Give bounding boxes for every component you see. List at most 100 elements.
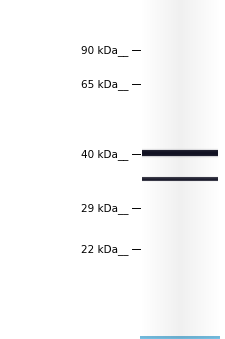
- Bar: [140, 337, 220, 338]
- Bar: [140, 337, 220, 339]
- Bar: [140, 336, 220, 338]
- Bar: [140, 337, 220, 339]
- Bar: [140, 337, 220, 338]
- Bar: [140, 337, 220, 338]
- Bar: [142, 179, 218, 180]
- Bar: [140, 337, 220, 339]
- Bar: [140, 337, 220, 339]
- Bar: [140, 337, 220, 339]
- Bar: [140, 337, 220, 338]
- Bar: [140, 337, 220, 339]
- Bar: [148, 0, 149, 339]
- Bar: [140, 337, 220, 338]
- Bar: [140, 337, 220, 338]
- Bar: [140, 337, 220, 339]
- Bar: [140, 337, 220, 338]
- Bar: [140, 338, 220, 339]
- Bar: [140, 337, 220, 338]
- Bar: [140, 337, 220, 338]
- Bar: [140, 337, 220, 338]
- Bar: [212, 0, 213, 339]
- Bar: [142, 157, 218, 158]
- Bar: [140, 337, 220, 338]
- Bar: [140, 337, 220, 339]
- Bar: [140, 337, 220, 338]
- Bar: [140, 338, 220, 339]
- Bar: [140, 337, 220, 339]
- Bar: [140, 337, 220, 339]
- Bar: [160, 0, 161, 339]
- Bar: [140, 337, 220, 338]
- Bar: [140, 337, 220, 338]
- Bar: [205, 0, 206, 339]
- Bar: [140, 337, 220, 338]
- Bar: [140, 338, 220, 339]
- Bar: [190, 0, 191, 339]
- Bar: [168, 0, 169, 339]
- Bar: [179, 0, 180, 339]
- Text: 22 kDa__: 22 kDa__: [81, 244, 128, 255]
- Text: 65 kDa__: 65 kDa__: [81, 79, 128, 89]
- Bar: [140, 336, 220, 338]
- Bar: [142, 150, 218, 151]
- Bar: [142, 158, 218, 159]
- Bar: [140, 337, 220, 338]
- Bar: [140, 337, 220, 339]
- Bar: [140, 337, 220, 338]
- Bar: [140, 337, 220, 338]
- Bar: [140, 337, 220, 338]
- Bar: [140, 337, 220, 338]
- Bar: [164, 0, 165, 339]
- Bar: [140, 337, 220, 339]
- Bar: [140, 337, 220, 339]
- Bar: [140, 337, 220, 339]
- Bar: [182, 0, 183, 339]
- Bar: [140, 337, 220, 338]
- Bar: [140, 337, 220, 338]
- Bar: [170, 0, 171, 339]
- Bar: [140, 337, 220, 338]
- Bar: [214, 0, 215, 339]
- Bar: [140, 337, 220, 339]
- Bar: [217, 0, 218, 339]
- Bar: [140, 337, 220, 338]
- Bar: [191, 0, 192, 339]
- Bar: [142, 159, 218, 160]
- Bar: [187, 0, 188, 339]
- Bar: [140, 337, 220, 339]
- Bar: [140, 337, 220, 339]
- Bar: [142, 181, 218, 182]
- Bar: [140, 337, 220, 339]
- Bar: [140, 338, 220, 339]
- Bar: [140, 337, 220, 338]
- Bar: [140, 337, 220, 338]
- Bar: [140, 337, 220, 338]
- Bar: [211, 0, 212, 339]
- Bar: [140, 337, 220, 339]
- Bar: [140, 337, 220, 339]
- Bar: [140, 337, 220, 338]
- Bar: [140, 336, 220, 338]
- Bar: [140, 336, 220, 338]
- Bar: [140, 337, 220, 339]
- Bar: [156, 0, 157, 339]
- Bar: [140, 337, 220, 338]
- Bar: [140, 337, 220, 339]
- Bar: [140, 338, 220, 339]
- Bar: [140, 337, 220, 338]
- Bar: [140, 337, 220, 338]
- Bar: [146, 0, 147, 339]
- Bar: [140, 337, 220, 338]
- Bar: [140, 338, 220, 339]
- Bar: [140, 337, 220, 339]
- Bar: [140, 337, 220, 338]
- Bar: [140, 337, 220, 338]
- Bar: [140, 337, 220, 338]
- Bar: [206, 0, 207, 339]
- Bar: [140, 336, 220, 338]
- Bar: [140, 337, 220, 338]
- Bar: [140, 337, 220, 339]
- Bar: [142, 147, 218, 148]
- Bar: [140, 337, 220, 338]
- Bar: [192, 0, 193, 339]
